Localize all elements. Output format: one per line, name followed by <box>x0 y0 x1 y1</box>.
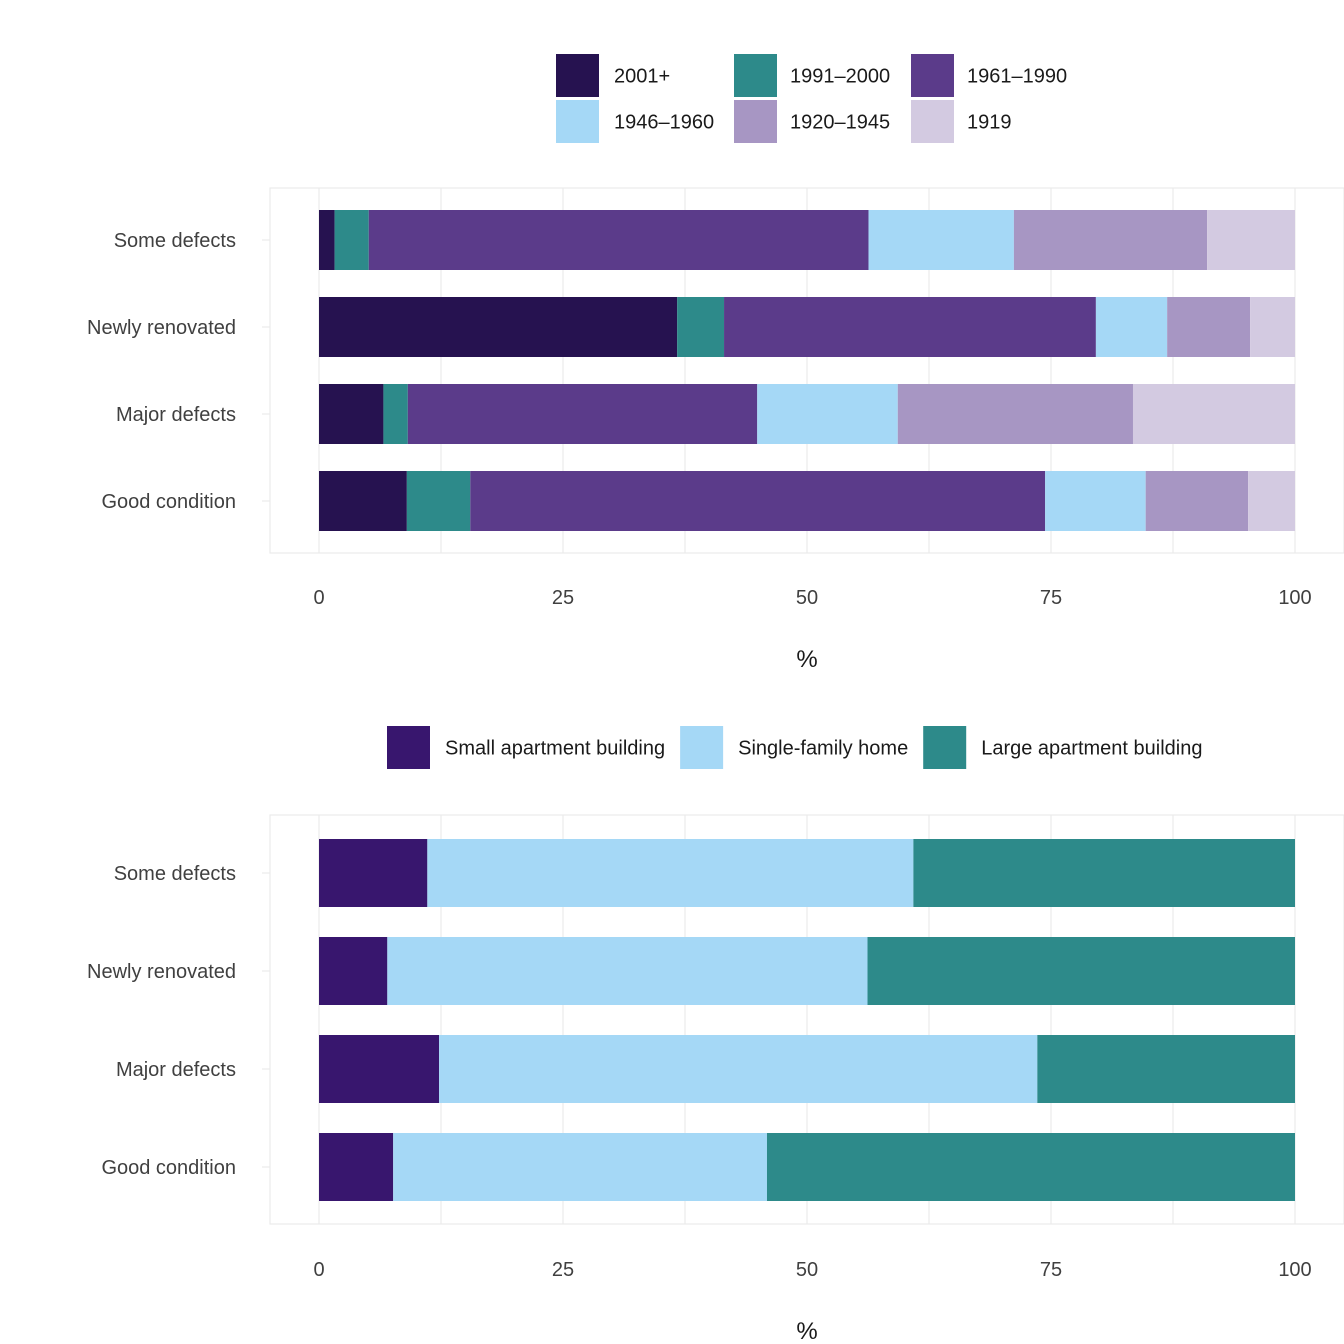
category-label-major-defects: Major defects <box>116 1059 236 1081</box>
legend: 2001+ 1991–2000 1961–1990 1946–1960 1920–194… <box>556 54 1067 143</box>
bar-some-defects-1961-1990 <box>368 210 869 270</box>
bar-some-defects-1919 <box>1207 210 1295 270</box>
x-axis-ticks: 0 25 50 75 100 <box>313 587 1311 609</box>
legend-label-1946-1960: 1946–1960 <box>614 112 714 134</box>
bar-major-defects-1920-1945 <box>897 384 1133 444</box>
bar-newly-renovated-1919 <box>1250 297 1295 357</box>
bar-good-condition-small-apartment-building <box>319 1133 394 1201</box>
bar-newly-renovated-large-apartment-building <box>867 937 1295 1005</box>
bar-some-defects-1946-1960 <box>868 210 1014 270</box>
bar-some-defects-large-apartment-building <box>913 839 1295 907</box>
bar-good-condition-1961-1990 <box>470 471 1046 531</box>
bar-good-condition-1920-1945 <box>1145 471 1249 531</box>
legend-label-1961-1990: 1961–1990 <box>967 66 1067 88</box>
legend-label-2001: 2001+ <box>614 66 670 88</box>
x-tick-label: 75 <box>1040 1259 1062 1281</box>
bar-major-defects-large-apartment-building <box>1037 1035 1295 1103</box>
bar-major-defects-1946-1960 <box>757 384 898 444</box>
x-tick-label: 50 <box>796 1259 818 1281</box>
bar-newly-renovated-1991-2000 <box>677 297 725 357</box>
legend-label-large-apartment-building: Large apartment building <box>981 738 1202 760</box>
x-tick-label: 25 <box>552 1259 574 1281</box>
category-label-major-defects: Major defects <box>116 404 236 426</box>
bars <box>319 210 1295 531</box>
bar-newly-renovated-1920-1945 <box>1167 297 1251 357</box>
bar-newly-renovated-1946-1960 <box>1095 297 1168 357</box>
bar-some-defects-1991-2000 <box>334 210 369 270</box>
legend-label-1919: 1919 <box>967 112 1012 134</box>
x-tick-label: 100 <box>1278 587 1311 609</box>
x-tick-label: 50 <box>796 587 818 609</box>
chart-panel-building-type: Small apartment building Single-family ho… <box>87 726 1344 1344</box>
bars <box>319 839 1295 1201</box>
x-tick-label: 0 <box>313 587 324 609</box>
bar-good-condition-single-family-home <box>393 1133 767 1201</box>
x-axis-title: % <box>796 1318 817 1344</box>
legend-swatch-large-apartment-building <box>923 726 967 769</box>
legend-swatch-2001 <box>556 54 599 97</box>
category-label-newly-renovated: Newly renovated <box>87 317 236 339</box>
bar-some-defects-single-family-home <box>427 839 914 907</box>
legend-swatch-1920-1945 <box>734 100 777 143</box>
legend-swatch-1991-2000 <box>734 54 777 97</box>
bar-some-defects-2001 <box>319 210 335 270</box>
legend-swatch-1946-1960 <box>556 100 599 143</box>
bar-good-condition-1919 <box>1248 471 1295 531</box>
bar-major-defects-single-family-home <box>439 1035 1038 1103</box>
bar-good-condition-2001 <box>319 471 407 531</box>
legend-label-small-apartment-building: Small apartment building <box>445 738 665 760</box>
category-label-good-condition: Good condition <box>101 491 236 513</box>
bar-newly-renovated-small-apartment-building <box>319 937 388 1005</box>
bar-good-condition-1946-1960 <box>1045 471 1146 531</box>
bar-major-defects-1991-2000 <box>383 384 408 444</box>
bar-some-defects-small-apartment-building <box>319 839 428 907</box>
x-axis-title: % <box>796 646 817 673</box>
bar-some-defects-1920-1945 <box>1013 210 1208 270</box>
category-label-good-condition: Good condition <box>101 1157 236 1179</box>
bar-newly-renovated-2001 <box>319 297 678 357</box>
bar-newly-renovated-1961-1990 <box>724 297 1096 357</box>
category-label-some-defects: Some defects <box>114 863 236 885</box>
chart-panel-construction-period: 2001+ 1991–2000 1961–1990 1946–1960 1920–194… <box>87 54 1344 673</box>
bar-newly-renovated-single-family-home <box>387 937 868 1005</box>
legend-swatch-small-apartment-building <box>387 726 430 769</box>
legend-label-single-family-home: Single-family home <box>738 738 908 760</box>
x-tick-label: 75 <box>1040 587 1062 609</box>
legend-swatch-1961-1990 <box>911 54 954 97</box>
bar-good-condition-1991-2000 <box>406 471 471 531</box>
category-label-some-defects: Some defects <box>114 230 236 252</box>
legend-swatch-single-family-home <box>680 726 724 769</box>
x-tick-label: 100 <box>1278 1259 1311 1281</box>
legend-label-1991-2000: 1991–2000 <box>790 66 890 88</box>
legend: Small apartment building Single-family ho… <box>387 726 1202 769</box>
bar-major-defects-1961-1990 <box>407 384 758 444</box>
x-axis-ticks: 0 25 50 75 100 <box>313 1259 1311 1281</box>
x-tick-label: 0 <box>313 1259 324 1281</box>
category-label-newly-renovated: Newly renovated <box>87 961 236 983</box>
legend-swatch-1919 <box>911 100 954 143</box>
bar-major-defects-1919 <box>1132 384 1295 444</box>
bar-good-condition-large-apartment-building <box>766 1133 1295 1201</box>
bar-major-defects-small-apartment-building <box>319 1035 440 1103</box>
bar-major-defects-2001 <box>319 384 384 444</box>
legend-label-1920-1945: 1920–1945 <box>790 112 890 134</box>
x-tick-label: 25 <box>552 587 574 609</box>
